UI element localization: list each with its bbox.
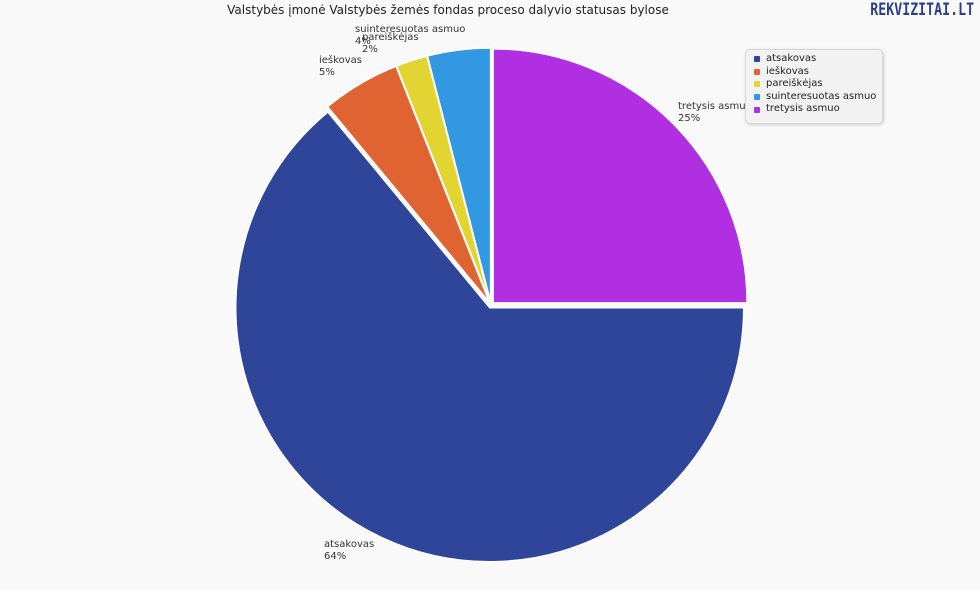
- slice-label-name: atsakovas: [324, 539, 374, 550]
- legend-swatch: [754, 94, 760, 101]
- legend-item-pareiskejas[interactable]: pareiškėjas: [754, 78, 882, 91]
- slice-label-percent: 5%: [319, 67, 335, 78]
- slice-label-name: pareiškėjas: [362, 31, 419, 43]
- legend-item-tretysis[interactable]: tretysis asmuo: [754, 103, 882, 116]
- legend: atsakovas ieškovas pareiškėjas suinteres…: [745, 49, 883, 124]
- legend-label: ieškovas: [766, 65, 809, 77]
- legend-item-atsakovas[interactable]: atsakovas: [754, 53, 882, 66]
- slice-label-percent: 4%: [355, 36, 371, 47]
- slice-label-name: suinteresuotas asmuo: [355, 24, 465, 35]
- brand-name: REKVIZITAI: [870, 0, 951, 20]
- slice-label-name: ieškovas: [319, 54, 362, 66]
- brand-logo[interactable]: REKVIZITAI.LT: [870, 0, 974, 20]
- pie-slice-tretysis-asmuo[interactable]: [492, 48, 748, 304]
- legend-swatch: [754, 81, 760, 88]
- slice-label-percent: 25%: [678, 113, 700, 124]
- legend-label: pareiškėjas: [766, 78, 823, 90]
- pie-slice-atsakovas[interactable]: [234, 110, 745, 563]
- pie-slice-suinteresuotas-asmuo[interactable]: [426, 47, 492, 303]
- legend-swatch: [754, 106, 760, 113]
- legend-item-suinteresuotas[interactable]: suinteresuotas asmuo: [754, 91, 882, 104]
- legend-label: atsakovas: [766, 53, 817, 64]
- chart-title: Valstybės įmonė Valstybės žemės fondas p…: [227, 3, 669, 17]
- slice-label-percent: 64%: [324, 551, 346, 562]
- slice-label-percent: 2%: [362, 44, 378, 55]
- legend-label: tretysis asmuo: [766, 103, 840, 115]
- brand-suffix: .LT: [950, 0, 974, 20]
- legend-label: suinteresuotas asmuo: [766, 90, 877, 102]
- legend-swatch: [754, 56, 760, 63]
- legend-item-ieskovas[interactable]: ieškovas: [754, 66, 882, 79]
- legend-swatch: [754, 68, 760, 75]
- slice-label-name: tretysis asmuo: [678, 101, 752, 112]
